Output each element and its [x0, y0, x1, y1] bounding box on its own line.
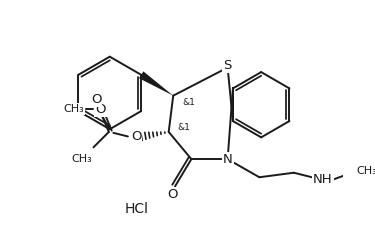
Text: &1: &1: [182, 98, 195, 107]
Text: CH₃: CH₃: [63, 104, 84, 114]
Text: N: N: [223, 153, 232, 166]
Text: &1: &1: [178, 123, 190, 132]
Text: O: O: [131, 130, 141, 143]
Text: HCl: HCl: [125, 202, 149, 216]
Text: O: O: [167, 188, 178, 201]
Text: CH₃: CH₃: [71, 154, 92, 164]
Polygon shape: [139, 71, 173, 96]
Text: O: O: [96, 103, 106, 116]
Text: O: O: [91, 93, 101, 106]
Text: S: S: [224, 59, 232, 72]
Text: CH₃: CH₃: [356, 166, 375, 176]
Text: NH: NH: [313, 174, 333, 186]
